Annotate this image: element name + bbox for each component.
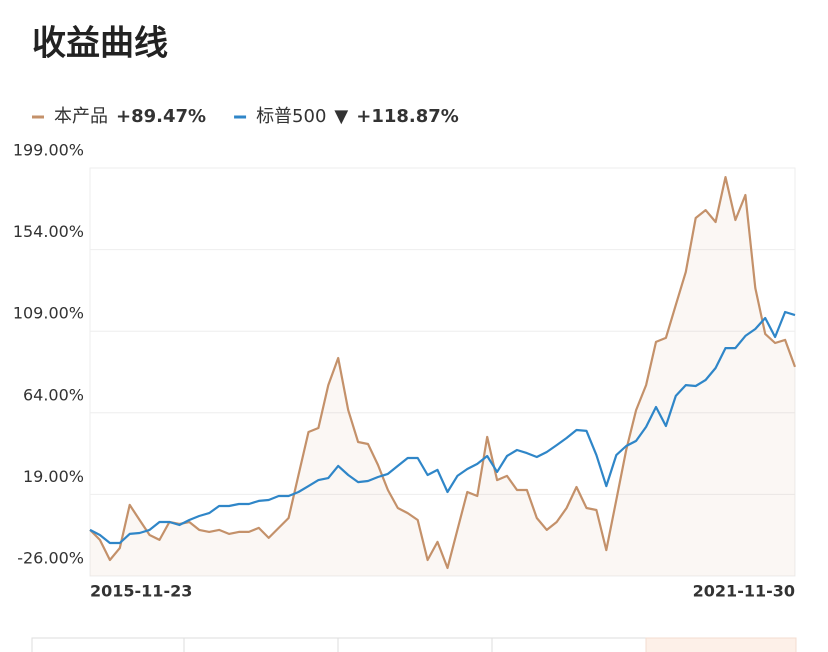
series-line <box>89 310 796 545</box>
tab[interactable] <box>645 637 797 652</box>
legend-return: +118.87% <box>356 106 459 127</box>
tab[interactable] <box>491 637 647 652</box>
plot-area <box>89 167 796 577</box>
legend: 本产品 +89.47% 标普500 ▼ +118.87% <box>32 106 459 127</box>
tab-bar <box>31 637 797 652</box>
legend-label: 本产品 <box>54 106 108 127</box>
chart-title: 收益曲线 <box>32 24 168 64</box>
y-tick-label: -26.00% <box>17 549 84 568</box>
legend-return: +89.47% <box>116 106 206 127</box>
x-tick-label: 2015-11-23 <box>90 582 192 601</box>
tab[interactable] <box>337 637 493 652</box>
tab[interactable] <box>31 637 185 652</box>
y-tick-label: 19.00% <box>23 467 84 486</box>
legend-label: 标普500 <box>256 106 326 127</box>
plot: -26.00% 19.00% 64.00% 109.00% 154.00% 199.00%… <box>13 141 797 601</box>
tab[interactable] <box>183 637 339 652</box>
y-tick-label: 109.00% <box>13 304 84 323</box>
benchmark-toggle[interactable]: ▼ <box>334 106 348 127</box>
area <box>90 177 795 576</box>
x-tick-label: 2021-11-30 <box>693 582 795 601</box>
y-tick-label: 64.00% <box>23 385 84 404</box>
y-tick-label: 154.00% <box>13 222 84 241</box>
y-tick-label: 199.00% <box>13 141 84 160</box>
series-line <box>89 176 797 570</box>
